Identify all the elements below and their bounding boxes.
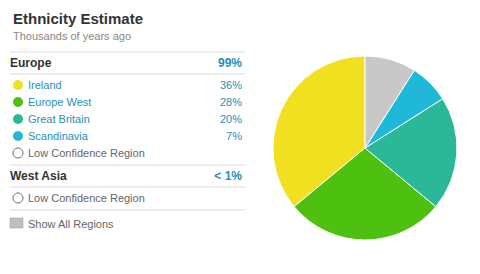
svg-text:99%: 99% [218,56,242,70]
svg-text:Ireland: Ireland [28,79,62,91]
svg-text:Europe: Europe [10,56,52,70]
svg-text:Scandinavia: Scandinavia [28,130,89,142]
svg-text:Show All Regions: Show All Regions [28,218,114,230]
svg-text:Great Britain: Great Britain [28,113,90,125]
svg-text:28%: 28% [220,96,242,108]
svg-text:West Asia: West Asia [10,169,67,183]
svg-text:20%: 20% [220,113,242,125]
svg-text:< 1%: < 1% [214,169,242,183]
svg-text:Europe West: Europe West [28,96,91,108]
svg-text:Low Confidence Region: Low Confidence Region [28,147,145,159]
svg-text:Ethnicity Estimate: Ethnicity Estimate [13,10,143,27]
svg-text:Low Confidence Region: Low Confidence Region [28,192,145,204]
svg-text:7%: 7% [226,130,242,142]
svg-text:Thousands of years ago: Thousands of years ago [13,30,131,42]
svg-text:36%: 36% [220,79,242,91]
